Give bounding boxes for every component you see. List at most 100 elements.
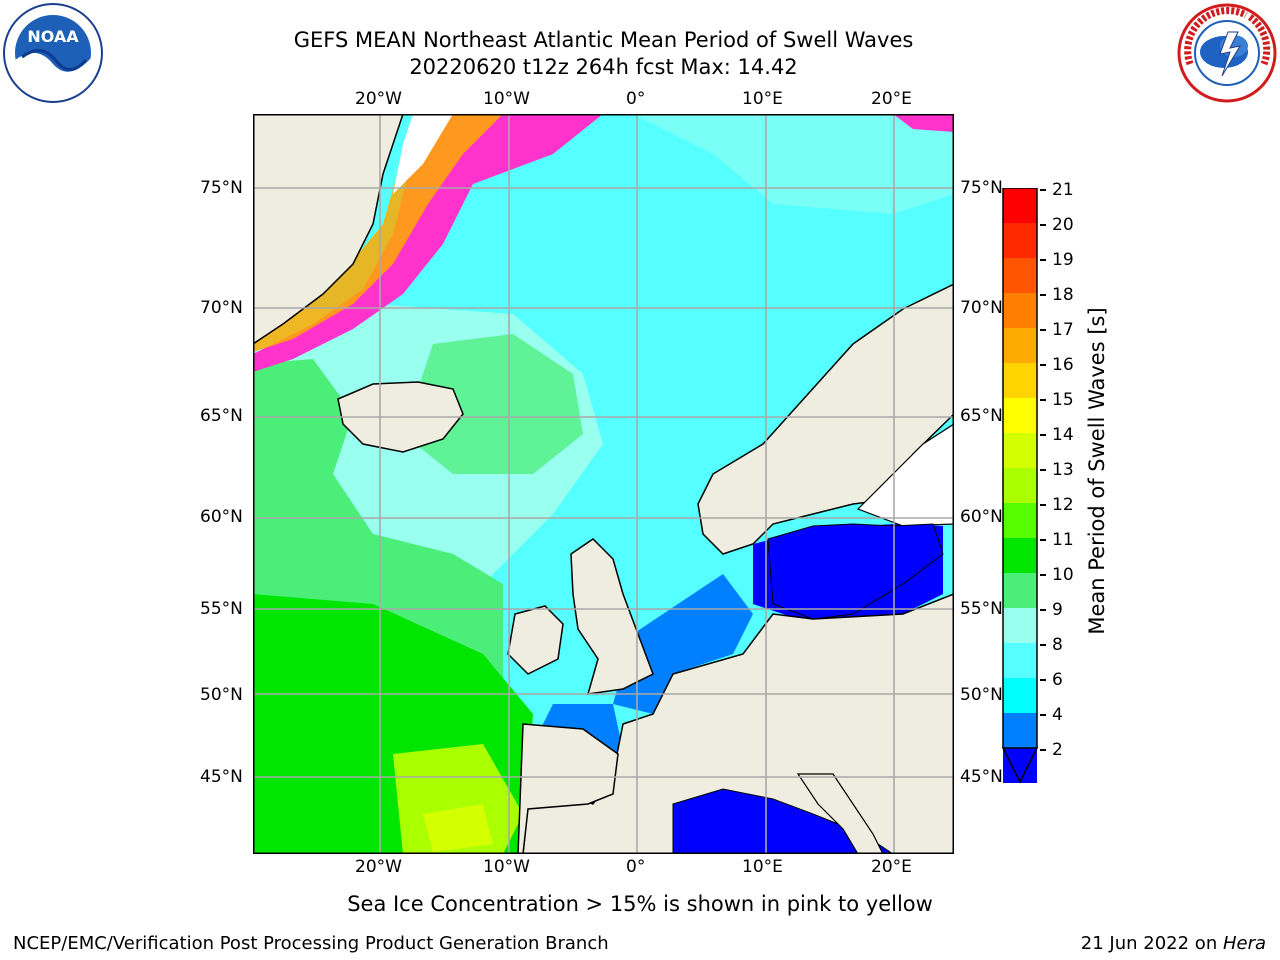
chart-title: GEFS MEAN Northeast Atlantic Mean Period…: [293, 28, 914, 52]
land-italy: [796, 773, 884, 854]
lat-label-left-60n: 60°N: [200, 507, 243, 527]
lat-label-right-50n: 50°N: [960, 685, 1003, 705]
land-greenland: [253, 114, 404, 345]
colorbar-segment: [1003, 468, 1037, 503]
swell-13s-patch: [423, 804, 493, 852]
lat-label-left-50n: 50°N: [200, 685, 243, 705]
graticule: [253, 114, 954, 854]
colorbar-tick-label: 11: [1052, 530, 1074, 550]
colorbar: [1002, 188, 1038, 784]
colorbar-tick-label: 14: [1052, 425, 1074, 445]
lat-label-left-75n: 75°N: [200, 178, 243, 198]
map-panel: [253, 114, 954, 854]
colorbar-tick-mark: [1040, 259, 1046, 261]
svg-text:NOAA: NOAA: [27, 27, 79, 46]
lon-label-top-0: 0°: [626, 89, 646, 109]
colorbar-segment: [1003, 363, 1037, 398]
colorbar-segment: [1003, 258, 1037, 293]
land-iberia: [517, 723, 619, 854]
colorbar-tick-mark: [1040, 294, 1046, 296]
lon-label-top-20w: 20°W: [355, 89, 402, 109]
colorbar-tick-mark: [1040, 539, 1046, 541]
colorbar-tick-label: 21: [1052, 180, 1074, 200]
colorbar-segment: [1003, 398, 1037, 433]
colorbar-segment: [1003, 188, 1037, 223]
footer-left: NCEP/EMC/Verification Post Processing Pr…: [13, 933, 609, 954]
colorbar-segment: [1003, 713, 1037, 748]
colorbar-tick-mark: [1040, 714, 1046, 716]
colorbar-tick-mark: [1040, 679, 1046, 681]
colorbar-tick-label: 6: [1052, 670, 1063, 690]
colorbar-tick-mark: [1040, 504, 1046, 506]
colorbar-tick-mark: [1040, 224, 1046, 226]
lon-label-bottom-0: 0°: [626, 857, 646, 877]
colorbar-segment: [1003, 223, 1037, 258]
lat-label-right-75n: 75°N: [960, 178, 1003, 198]
colorbar-tick-mark: [1040, 574, 1046, 576]
lon-label-bottom-20w: 20°W: [355, 857, 402, 877]
colorbar-tick-label: 17: [1052, 320, 1074, 340]
colorbar-tick-mark: [1040, 399, 1046, 401]
lon-label-top-20e: 20°E: [871, 89, 912, 109]
lat-label-right-60n: 60°N: [960, 507, 1003, 527]
colorbar-segment: [1003, 573, 1037, 608]
colorbar-tick-label: 8: [1052, 635, 1063, 655]
colorbar-tick-label: 2: [1052, 740, 1063, 760]
colorbar-tick-label: 4: [1052, 705, 1063, 725]
swell-12s-southwest: [393, 744, 523, 854]
footer-right: 21 Jun 2022 on Hera: [1081, 933, 1266, 955]
colorbar-tick-label: 18: [1052, 285, 1074, 305]
footer-machine: Hera: [1222, 933, 1266, 954]
colorbar-segment: [1003, 678, 1037, 713]
lat-label-right-65n: 65°N: [960, 406, 1003, 426]
land-great-britain: [570, 538, 654, 695]
lat-label-right-70n: 70°N: [960, 298, 1003, 318]
footer-date: 21 Jun 2022 on: [1080, 933, 1223, 954]
colorbar-tick-label: 15: [1052, 390, 1074, 410]
lon-label-bottom-20e: 20°E: [871, 857, 912, 877]
sea-ice-core: [393, 114, 453, 194]
swell-9s-north: [383, 114, 954, 214]
colorbar-segment: [1003, 503, 1037, 538]
colorbar-tick-label: 12: [1052, 495, 1074, 515]
chart-subtitle: 20220620 t12z 264h fcst Max: 14.42: [409, 55, 798, 79]
swell-10s-iceland-south: [403, 334, 583, 474]
sea-ice-svalbard: [893, 114, 954, 132]
colorbar-segment: [1003, 538, 1037, 573]
colorbar-tick-mark: [1040, 644, 1046, 646]
colorbar-segment: [1003, 433, 1037, 468]
noaa-logo: NOAA: [2, 2, 104, 104]
colorbar-segment: [1003, 643, 1037, 678]
colorbar-tick-label: 16: [1052, 355, 1074, 375]
colorbar-tick-mark: [1040, 329, 1046, 331]
land-ireland: [507, 605, 564, 675]
lat-label-left-65n: 65°N: [200, 406, 243, 426]
lat-label-left-45n: 45°N: [200, 767, 243, 787]
colorbar-ticks: 21 20 19 18 17 16 15 14 13 12 11 10 9 8 6 4 2: [1040, 180, 1090, 770]
sea-baltic: [767, 523, 944, 620]
colorbar-tick-label: 10: [1052, 565, 1074, 585]
lat-label-left-70n: 70°N: [200, 298, 243, 318]
colorbar-extend-arrow: [1002, 747, 1038, 784]
colorbar-tick-mark: [1040, 189, 1046, 191]
lon-label-top-10w: 10°W: [483, 89, 530, 109]
colorbar-label: Mean Period of Swell Waves [s]: [1085, 307, 1109, 635]
lon-label-bottom-10e: 10°E: [742, 857, 783, 877]
colorbar-tick-mark: [1040, 749, 1046, 751]
colorbar-segment: [1003, 608, 1037, 643]
lat-label-left-55n: 55°N: [200, 599, 243, 619]
lon-label-top-10e: 10°E: [742, 89, 783, 109]
nws-logo: [1176, 2, 1278, 104]
colorbar-tick-mark: [1040, 469, 1046, 471]
colorbar-tick-label: 19: [1052, 250, 1074, 270]
lon-label-bottom-10w: 10°W: [483, 857, 530, 877]
colorbar-tick-label: 9: [1052, 600, 1063, 620]
colorbar-tick-mark: [1040, 434, 1046, 436]
lat-label-right-55n: 55°N: [960, 599, 1003, 619]
colorbar-tick-label: 20: [1052, 215, 1074, 235]
lat-label-right-45n: 45°N: [960, 767, 1003, 787]
colorbar-tick-label: 13: [1052, 460, 1074, 480]
colorbar-tick-mark: [1040, 609, 1046, 611]
sea-ice-note: Sea Ice Concentration > 15% is shown in …: [347, 892, 933, 916]
colorbar-tick-mark: [1040, 364, 1046, 366]
